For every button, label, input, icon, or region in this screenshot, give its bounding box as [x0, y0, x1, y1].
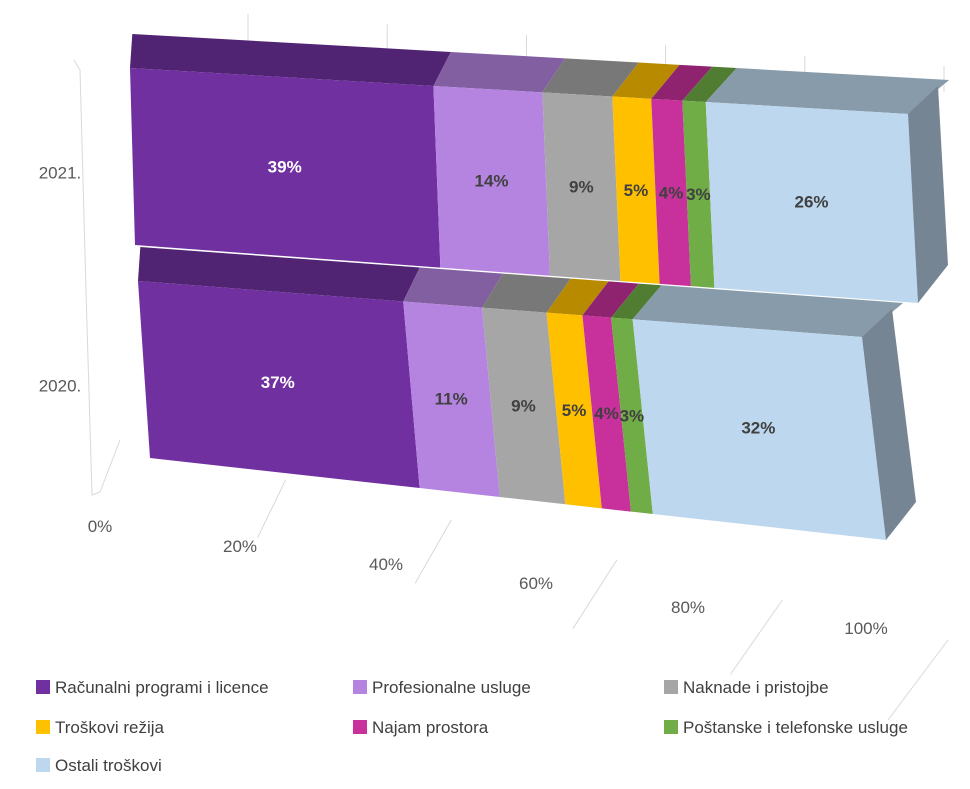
legend-item: Poštanske i telefonske usluge — [664, 718, 908, 737]
legend-label: Poštanske i telefonske usluge — [683, 718, 908, 737]
bar-segment — [433, 85, 550, 276]
data-labels: 37%11% 9% 5% 4% 3%32%39%14% 9% 5% 4% 3% 26% — [261, 158, 829, 438]
bar-segment — [651, 98, 691, 287]
legend-item: Naknade i pristojbe — [664, 678, 829, 697]
bar-segment — [705, 102, 918, 303]
bar-top-face — [611, 283, 662, 320]
category-label: 2021. — [39, 164, 82, 183]
gridline-floor — [99, 439, 121, 493]
data-label: 11% — [435, 390, 468, 409]
bar-segment — [542, 92, 621, 281]
bar-segment — [403, 301, 500, 497]
bar-segment — [612, 96, 660, 284]
bar-top-face — [542, 58, 639, 97]
legend-item: Najam prostora — [353, 718, 489, 737]
bar-segment — [482, 307, 566, 505]
gridline-floor — [887, 639, 949, 721]
bar-segment — [546, 312, 602, 509]
data-label: 4% — [594, 404, 619, 423]
bar-top-face — [582, 281, 639, 318]
data-label: 5% — [624, 181, 649, 200]
legend-label: Ostali troškovi — [55, 756, 162, 775]
bar-side-face — [908, 86, 948, 303]
gridline-floor — [729, 599, 783, 675]
bar-segment — [130, 68, 441, 268]
data-label: 39% — [268, 158, 302, 177]
data-label: 4% — [659, 183, 684, 202]
data-label: 9% — [511, 396, 536, 415]
legend-item: Ostali troškovi — [36, 756, 162, 775]
bar-top-face — [433, 51, 566, 93]
legend-label: Računalni programi i licence — [55, 678, 269, 697]
tick-label: 80% — [671, 598, 705, 617]
bar-top-face — [482, 273, 571, 313]
data-label: 3% — [620, 407, 645, 426]
axis-wall-line — [73, 59, 101, 496]
gridline-floor — [414, 519, 452, 584]
legend-label: Naknade i pristojbe — [683, 678, 829, 697]
gridline-floor — [572, 559, 618, 630]
data-label: 9% — [569, 177, 594, 196]
legend-swatch — [664, 680, 678, 694]
legend-item: Profesionalne usluge — [353, 678, 531, 697]
category-label: 2020. — [39, 377, 82, 396]
data-label: 14% — [475, 171, 509, 190]
bars — [130, 34, 950, 540]
gridlines — [73, 14, 949, 721]
bar-top-face — [682, 66, 737, 103]
legend-swatch — [36, 720, 50, 734]
bar-top-face — [651, 64, 713, 101]
tick-label: 60% — [519, 574, 553, 593]
bar-top-face — [130, 34, 451, 86]
tick-label: 100% — [844, 619, 887, 638]
tick-label: 0% — [88, 517, 113, 536]
tick-label: 40% — [369, 555, 403, 574]
bar-top-face — [632, 285, 904, 337]
legend-label: Troškovi režija — [55, 718, 164, 737]
legend: Računalni programi i licence Profesionaln… — [36, 678, 908, 775]
bar-side-face — [862, 309, 916, 540]
legend-swatch — [664, 720, 678, 734]
data-label: 26% — [795, 193, 829, 212]
bar-segment — [682, 100, 715, 288]
bar-top-face — [546, 278, 609, 316]
legend-item: Računalni programi i licence — [36, 678, 269, 697]
bar-segment — [632, 319, 886, 540]
legend-item: Troškovi režija — [36, 718, 164, 737]
gridline-floor — [257, 479, 287, 538]
bar-top-face — [138, 247, 420, 302]
bar-segment — [138, 281, 420, 489]
bar-segment — [582, 315, 631, 512]
legend-label: Profesionalne usluge — [372, 678, 531, 697]
legend-swatch — [353, 720, 367, 734]
bar-top-face — [705, 68, 950, 114]
tick-label: 20% — [223, 537, 257, 556]
data-label: 37% — [261, 373, 295, 392]
data-label: 3% — [686, 185, 711, 204]
bar-segment — [611, 317, 653, 515]
bar-top-face — [403, 267, 503, 308]
legend-swatch — [36, 758, 50, 772]
axes: 2020. 2021. 0% 20% 40% 60% 80% 100% — [39, 164, 888, 639]
data-label: 5% — [562, 401, 587, 420]
legend-swatch — [36, 680, 50, 694]
legend-swatch — [353, 680, 367, 694]
legend-label: Najam prostora — [372, 718, 489, 737]
data-label: 32% — [741, 419, 775, 438]
bar-top-face — [612, 62, 680, 99]
